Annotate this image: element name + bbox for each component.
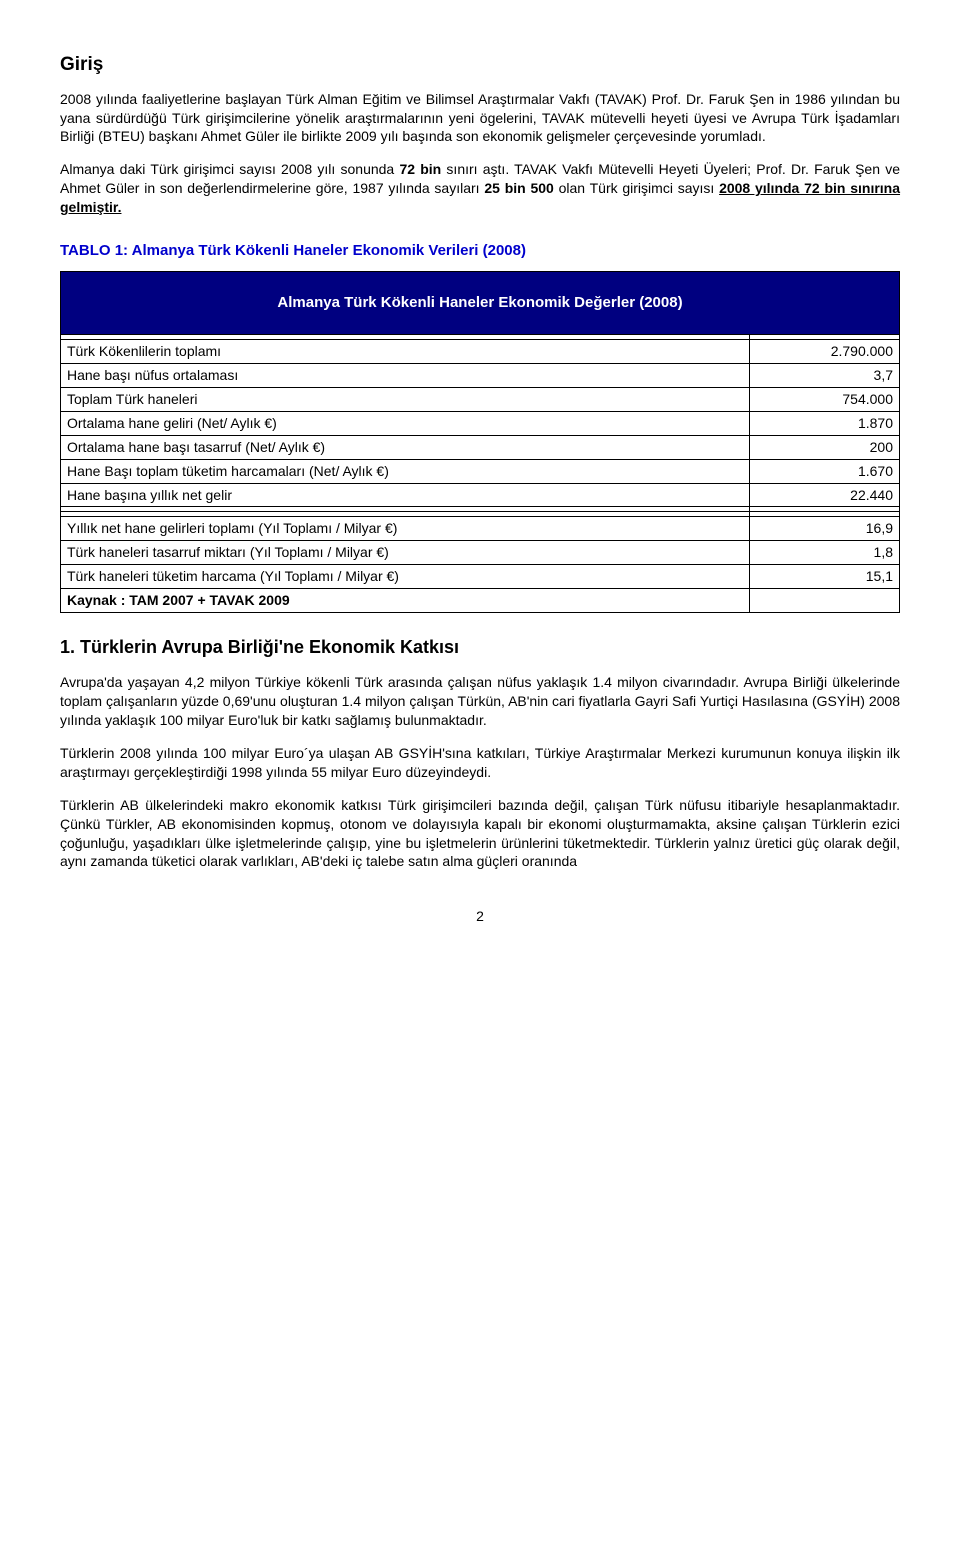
row-label: Türk haneleri tüketim harcama (Yıl Topla…: [61, 565, 750, 589]
table-row: Türk haneleri tasarruf miktarı (Yıl Topl…: [61, 541, 900, 565]
table-row: Hane başına yıllık net gelir22.440: [61, 483, 900, 507]
row-value: 200: [749, 435, 899, 459]
body-paragraph-4: Türklerin 2008 yılında 100 milyar Euro´y…: [60, 744, 900, 782]
source-label: Kaynak : TAM 2007 + TAVAK 2009: [61, 589, 750, 613]
row-value: 15,1: [749, 565, 899, 589]
page-title: Giriş: [60, 52, 900, 78]
section-heading: 1. Türklerin Avrupa Birliği'ne Ekonomik …: [60, 635, 900, 659]
page-number: 2: [60, 907, 900, 926]
row-label: Türk Kökenlilerin toplamı: [61, 340, 750, 364]
row-label: Türk haneleri tasarruf miktarı (Yıl Topl…: [61, 541, 750, 565]
p2-bold-2: 25 bin 500: [484, 180, 553, 196]
table-row: Yıllık net hane gelirleri toplamı (Yıl T…: [61, 517, 900, 541]
row-value: 1,8: [749, 541, 899, 565]
economic-data-table: Almanya Türk Kökenli Haneler Ekonomik De…: [60, 271, 900, 613]
table-caption: TABLO 1: Almanya Türk Kökenli Haneler Ek…: [60, 241, 900, 261]
row-value: 22.440: [749, 483, 899, 507]
row-value: 1.670: [749, 459, 899, 483]
row-label: Ortalama hane geliri (Net/ Aylık €): [61, 411, 750, 435]
row-label: Hane başı nüfus ortalaması: [61, 364, 750, 388]
table-row: Hane başı nüfus ortalaması3,7: [61, 364, 900, 388]
table-source-row: Kaynak : TAM 2007 + TAVAK 2009: [61, 589, 900, 613]
table-header-row: Almanya Türk Kökenli Haneler Ekonomik De…: [61, 272, 900, 335]
table-row: Hane Başı toplam tüketim harcamaları (Ne…: [61, 459, 900, 483]
row-value: 16,9: [749, 517, 899, 541]
body-paragraph-5: Türklerin AB ülkelerindeki makro ekonomi…: [60, 796, 900, 872]
row-value: 3,7: [749, 364, 899, 388]
p2-mid-2: olan Türk girişimci sayısı: [554, 180, 719, 196]
row-value: 2.790.000: [749, 340, 899, 364]
table-row: Ortalama hane geliri (Net/ Aylık €)1.870: [61, 411, 900, 435]
table-header-cell: Almanya Türk Kökenli Haneler Ekonomik De…: [61, 272, 900, 335]
row-label: Toplam Türk haneleri: [61, 388, 750, 412]
p2-pre: Almanya daki Türk girişimci sayısı 2008 …: [60, 161, 399, 177]
row-label: Yıllık net hane gelirleri toplamı (Yıl T…: [61, 517, 750, 541]
intro-paragraph-1: 2008 yılında faaliyetlerine başlayan Tür…: [60, 90, 900, 147]
intro-paragraph-2: Almanya daki Türk girişimci sayısı 2008 …: [60, 160, 900, 217]
table-row: Toplam Türk haneleri754.000: [61, 388, 900, 412]
row-value: 754.000: [749, 388, 899, 412]
table-row: Ortalama hane başı tasarruf (Net/ Aylık …: [61, 435, 900, 459]
p2-bold-1: 72 bin: [399, 161, 441, 177]
body-paragraph-3: Avrupa'da yaşayan 4,2 milyon Türkiye kök…: [60, 673, 900, 730]
row-value: 1.870: [749, 411, 899, 435]
row-label: Ortalama hane başı tasarruf (Net/ Aylık …: [61, 435, 750, 459]
table-row: Türk haneleri tüketim harcama (Yıl Topla…: [61, 565, 900, 589]
row-label: Hane başına yıllık net gelir: [61, 483, 750, 507]
table-row: Türk Kökenlilerin toplamı2.790.000: [61, 340, 900, 364]
row-label: Hane Başı toplam tüketim harcamaları (Ne…: [61, 459, 750, 483]
